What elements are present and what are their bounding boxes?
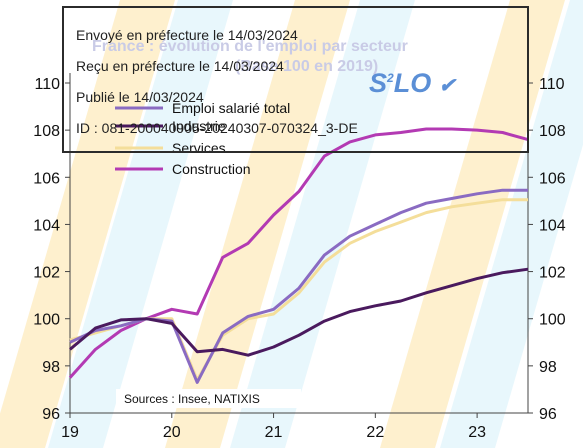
y-tick-right-100: 100 — [539, 312, 566, 329]
y-tick-left-106: 106 — [33, 170, 60, 187]
stamp-received-line: Reçu en préfecture le 14/03/2024 — [76, 58, 284, 74]
stamp-sent-line: Envoyé en préfecture le 14/03/2024 — [76, 27, 298, 43]
series-lines — [68, 127, 529, 384]
s2lo-logo: S2LO ✔ — [369, 68, 456, 98]
y-tick-left-100: 100 — [33, 312, 60, 329]
source-note: Sources : Insee, NATIXIS — [124, 392, 260, 406]
background-stripe-1 — [0, 0, 175, 448]
y-tick-left-102: 102 — [33, 265, 60, 282]
y-tick-left-104: 104 — [33, 217, 60, 234]
y-tick-right-106: 106 — [539, 170, 566, 187]
legend-label: Emploi salarié total — [172, 100, 290, 116]
y-tick-right-98: 98 — [539, 359, 557, 376]
legend-label: Industrie — [172, 118, 226, 134]
y-tick-left-98: 98 — [42, 359, 60, 376]
series-line-industrie — [69, 267, 529, 357]
transmission-stamp: Envoyé en préfecture le 14/03/2024 Reçu … — [62, 6, 529, 153]
y-tick-right-104: 104 — [539, 217, 566, 234]
stamp-published-line: Publié le 14/03/2024 — [76, 89, 204, 105]
y-tick-right-96: 96 — [539, 406, 557, 423]
x-tick-19: 19 — [61, 424, 79, 441]
y-tick-left-108: 108 — [33, 123, 60, 140]
y-tick-left-110: 110 — [34, 76, 60, 93]
y-tick-right-110: 110 — [539, 76, 565, 93]
background-stripe-3 — [165, 0, 350, 448]
source-note-box — [116, 389, 301, 408]
background-stripe-6 — [440, 0, 583, 448]
x-tick-20: 20 — [163, 424, 181, 441]
background-stripe-5 — [380, 0, 565, 448]
legend: Emploi salarié totalIndustrieServicesCon… — [115, 100, 290, 177]
x-tick-21: 21 — [265, 424, 283, 441]
tick-labels: 96 98 100 102 104 106 108 110 96 98 100 102 104 106 10… — [33, 76, 566, 441]
stamp-id-line: ID : 081-200040905-20240307-070324_3-DE — [76, 120, 358, 136]
legend-label: Construction — [172, 161, 251, 177]
background-stripe-4 — [230, 0, 415, 448]
x-tick-22: 22 — [366, 424, 384, 441]
chart-subtitle: (Base 100 en 2019) — [235, 58, 378, 75]
y-tick-left-96: 96 — [42, 406, 60, 423]
background-stripe-2 — [48, 0, 233, 448]
x-tick-23: 23 — [468, 424, 486, 441]
y-tick-right-102: 102 — [539, 265, 566, 282]
chart-title: France : évolution de l'emploi par secte… — [92, 38, 408, 55]
y-tick-right-108: 108 — [539, 123, 566, 140]
